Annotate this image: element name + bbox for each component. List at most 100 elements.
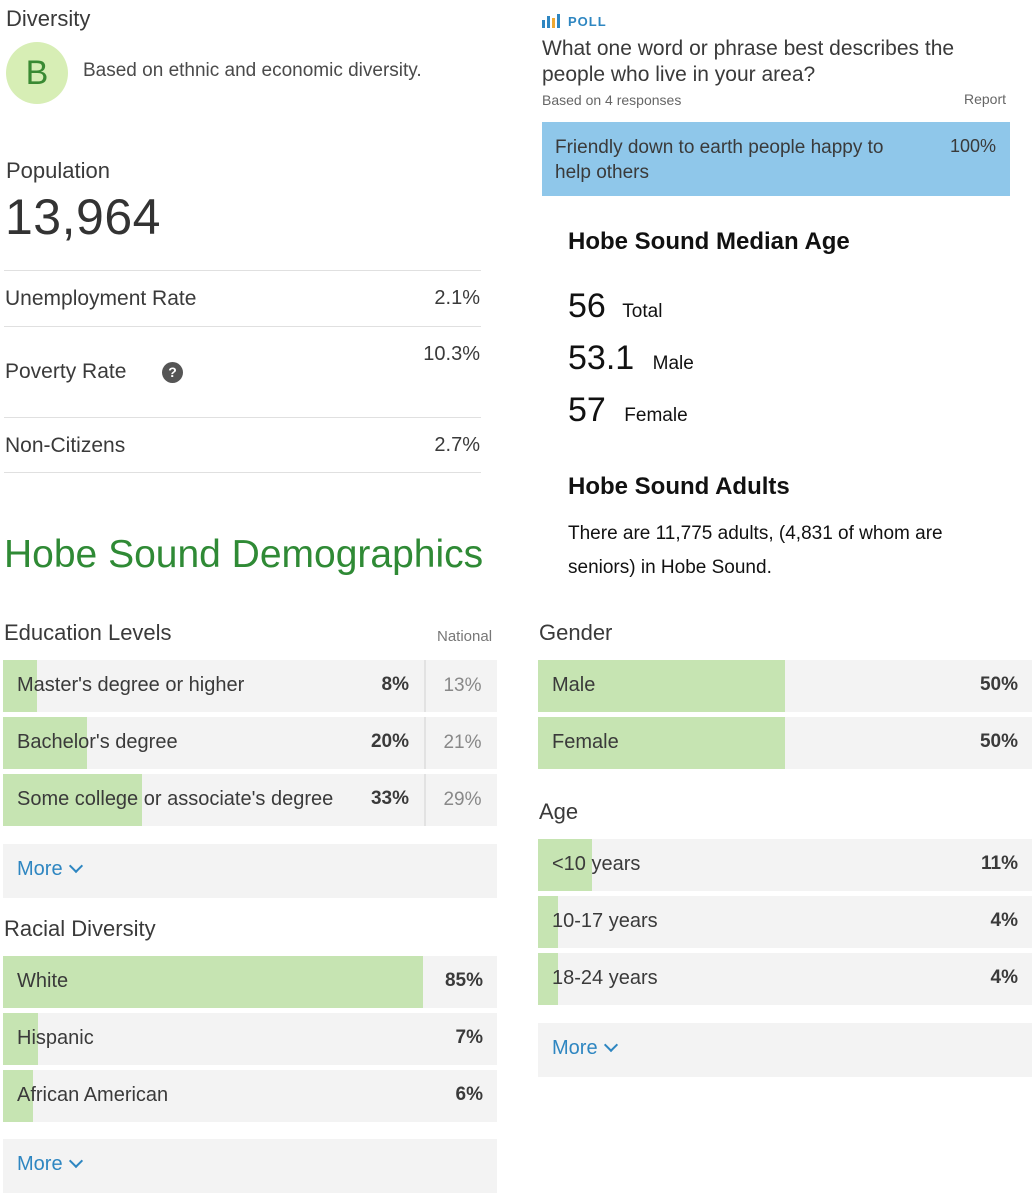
education-more-button[interactable]: More [17,858,83,881]
bar-pct: 6% [455,1084,483,1105]
diversity-grade-badge: B [6,42,68,104]
stat-row-unemployment: Unemployment Rate 2.1% [4,270,481,326]
bar-pct: 50% [979,731,1018,752]
bar-label: Female [552,731,619,753]
gender-row: Female 50% [538,717,1032,769]
population-label: Population [6,158,110,183]
age-label: Total [622,301,663,322]
bar-fill [3,1070,33,1122]
more-label: More [552,1037,598,1059]
national-pct: 21% [424,717,497,769]
education-more-row: More [3,844,497,898]
bar-label: Bachelor's degree [17,731,178,753]
diversity-label: Diversity [6,6,91,31]
age-row: 10-17 years 4% [538,896,1032,948]
stat-label: Unemployment Rate [5,287,197,310]
national-pct: 29% [424,774,497,826]
median-age-female: 57 Female [568,391,688,430]
bar-pct: 4% [990,910,1018,931]
stat-row-poverty: Poverty Rate ? 10.3% [4,326,481,417]
stat-label: Non-Citizens [5,434,126,457]
bar-pct: 50% [979,674,1018,695]
bar-fill [538,839,592,891]
age-more-button[interactable]: More [552,1037,618,1060]
poll-answer-pct: 100% [949,136,996,156]
education-row: Bachelor's degree 20% 21% [3,717,497,769]
median-age-total: 56 Total [568,287,662,326]
age-value: 56 [568,287,606,325]
chevron-down-icon [603,1037,618,1053]
bar-fill [538,953,558,1005]
more-label: More [17,1153,63,1175]
bar-fill [3,1013,38,1065]
education-row: Some college or associate's degree 33% 2… [3,774,497,826]
racial-heading: Racial Diversity [4,916,156,941]
poll-answer-text: Friendly down to earth people happy to h… [555,137,884,183]
bar-label: Male [552,674,596,696]
age-label: Male [652,353,694,374]
median-age-heading: Hobe Sound Median Age [568,228,850,255]
more-label: More [17,858,63,880]
stat-value: 10.3% [423,343,480,365]
bar-fill [3,774,142,826]
bar-label: African American [17,1084,169,1106]
age-row: 18-24 years 4% [538,953,1032,1005]
age-heading: Age [539,799,579,824]
bar-label: Hispanic [17,1027,94,1049]
bar-pct: 7% [455,1027,483,1048]
bar-pct: 11% [981,853,1018,874]
population-value: 13,964 [5,189,161,245]
help-icon[interactable]: ? [162,362,183,383]
diversity-description: Based on ethnic and economic diversity. [83,60,422,81]
chevron-down-icon [68,1153,83,1169]
demographics-title: Hobe Sound Demographics [4,533,484,576]
poll-bars-icon [542,14,560,28]
bar-fill [538,896,558,948]
poll-answer[interactable]: Friendly down to earth people happy to h… [542,122,1010,196]
racial-more-button[interactable]: More [17,1153,83,1176]
median-age-male: 53.1 Male [568,339,694,378]
bar-pct: 8% [381,674,409,695]
poll-responses: Based on 4 responses [542,92,682,108]
bar-label: 10-17 years [552,910,658,932]
racial-row: African American 6% [3,1070,497,1122]
poll-tag: POLL [568,14,607,29]
bar-fill [3,660,37,712]
racial-more-row: More [3,1139,497,1193]
racial-row: White 85% [3,956,497,1008]
bar-fill [3,717,87,769]
poll-question: What one word or phrase best describes t… [542,37,955,86]
bar-label: <10 years [552,853,641,875]
bar-pct: 20% [370,731,409,752]
gender-heading: Gender [539,620,613,645]
bar-pct: 4% [990,967,1018,988]
bar-fill [538,717,785,769]
age-label: Female [624,405,688,426]
stat-value: 2.7% [434,434,480,456]
bar-pct: 85% [444,970,483,991]
national-header: National [437,628,493,645]
adults-heading: Hobe Sound Adults [568,473,790,500]
stat-value: 2.1% [434,287,480,309]
bar-fill [538,660,785,712]
age-more-row: More [538,1023,1032,1077]
bar-label: 18-24 years [552,967,658,989]
stats-table: Unemployment Rate 2.1% Poverty Rate ? 10… [4,270,481,473]
education-heading: Education Levels [4,620,172,645]
gender-row: Male 50% [538,660,1032,712]
bar-pct: 33% [370,788,409,809]
bar-label: Some college or associate's degree [17,788,334,810]
age-value: 53.1 [568,339,635,377]
poll-report-link[interactable]: Report [964,91,1007,107]
stat-label: Poverty Rate [5,360,127,383]
national-pct: 13% [424,660,497,712]
racial-row: Hispanic 7% [3,1013,497,1065]
chevron-down-icon [68,858,83,874]
bar-label: White [17,970,69,992]
bar-fill [3,956,423,1008]
age-value: 57 [568,391,606,429]
age-row: <10 years 11% [538,839,1032,891]
education-row: Master's degree or higher 8% 13% [3,660,497,712]
adults-text: There are 11,775 adults, (4,831 of whom … [568,523,943,578]
bar-label: Master's degree or higher [17,674,245,696]
